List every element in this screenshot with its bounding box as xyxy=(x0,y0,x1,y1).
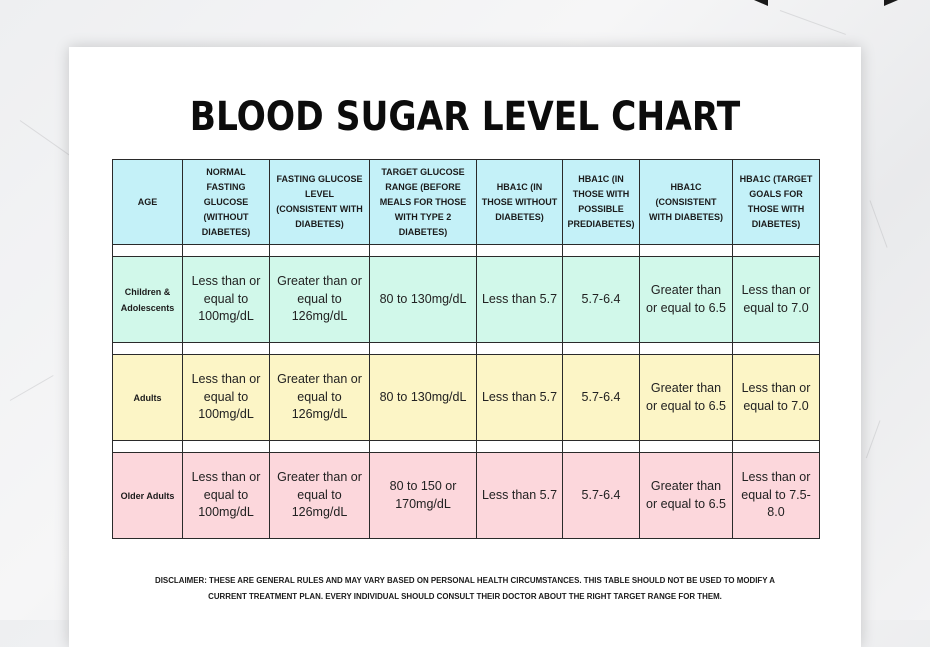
column-header-fasting-diabetes: FASTING GLUCOSE LEVEL (CONSISTENT WITH D… xyxy=(269,159,370,245)
table-cell: Greater than or equal to 126mg/dL xyxy=(269,452,370,539)
disclaimer-text: DISCLAIMER: THESE ARE GENERAL RULES AND … xyxy=(155,575,775,601)
column-header-hba1c-target: HBA1C (TARGET GOALS FOR THOSE WITH DIABE… xyxy=(732,159,820,245)
table-cell: 5.7-6.4 xyxy=(562,256,640,343)
spacer-row xyxy=(112,244,820,257)
column-header-normal-fasting: NORMAL FASTING GLUCOSE (WITHOUT DIABETES… xyxy=(182,159,270,245)
table-cell: Greater than or equal to 6.5 xyxy=(639,256,733,343)
table-row-adults: Adults Less than or equal to 100mg/dL Gr… xyxy=(112,354,820,441)
decorative-corner-left xyxy=(754,0,768,6)
age-label: Adults xyxy=(112,354,183,441)
spacer-row xyxy=(112,440,820,453)
table-cell: Greater than or equal to 6.5 xyxy=(639,354,733,441)
table-cell: 80 to 130mg/dL xyxy=(369,256,477,343)
marble-vein xyxy=(865,420,881,459)
table-cell: Greater than or equal to 126mg/dL xyxy=(269,354,370,441)
marble-vein xyxy=(779,10,846,35)
table-cell: Less than 5.7 xyxy=(476,452,563,539)
table-cell: Less than 5.7 xyxy=(476,256,563,343)
table-row-older-adults: Older Adults Less than or equal to 100mg… xyxy=(112,452,820,539)
table-header-row: AGE NORMAL FASTING GLUCOSE (WITHOUT DIAB… xyxy=(112,159,820,245)
blood-sugar-table: AGE NORMAL FASTING GLUCOSE (WITHOUT DIAB… xyxy=(112,159,820,539)
marble-vein xyxy=(19,120,70,156)
table-cell: 5.7-6.4 xyxy=(562,354,640,441)
table-cell: Less than or equal to 7.0 xyxy=(732,354,820,441)
marble-vein xyxy=(869,200,888,248)
table-cell: Less than or equal to 100mg/dL xyxy=(182,452,270,539)
page-title: BLOOD SUGAR LEVEL CHART xyxy=(189,94,741,140)
column-header-target-range: TARGET GLUCOSE RANGE (BEFORE MEALS FOR T… xyxy=(369,159,477,245)
table-cell: Greater than or equal to 126mg/dL xyxy=(269,256,370,343)
column-header-age: AGE xyxy=(112,159,183,245)
age-label: Older Adults xyxy=(112,452,183,539)
column-header-hba1c-prediabetes: HBA1C (IN THOSE WITH POSSIBLE PREDIABETE… xyxy=(562,159,640,245)
table-row-children: Children & Adolescents Less than or equa… xyxy=(112,256,820,343)
table-cell: 80 to 150 or 170mg/dL xyxy=(369,452,477,539)
table-cell: Less than or equal to 7.0 xyxy=(732,256,820,343)
table-cell: Less than or equal to 7.5-8.0 xyxy=(732,452,820,539)
table-cell: Greater than or equal to 6.5 xyxy=(639,452,733,539)
table-cell: 5.7-6.4 xyxy=(562,452,640,539)
table-cell: Less than or equal to 100mg/dL xyxy=(182,256,270,343)
table-cell: 80 to 130mg/dL xyxy=(369,354,477,441)
decorative-corner-right xyxy=(884,0,898,6)
table-cell: Less than 5.7 xyxy=(476,354,563,441)
column-header-hba1c-diabetes: HBA1C (CONSISTENT WITH DIABETES) xyxy=(639,159,733,245)
marble-vein xyxy=(9,375,54,401)
spacer-row xyxy=(112,342,820,355)
table-cell: Less than or equal to 100mg/dL xyxy=(182,354,270,441)
column-header-hba1c-without: HBA1C (IN THOSE WITHOUT DIABETES) xyxy=(476,159,563,245)
printable-sheet: BLOOD SUGAR LEVEL CHART AGE NORMAL FASTI… xyxy=(69,47,861,647)
age-label: Children & Adolescents xyxy=(112,256,183,343)
